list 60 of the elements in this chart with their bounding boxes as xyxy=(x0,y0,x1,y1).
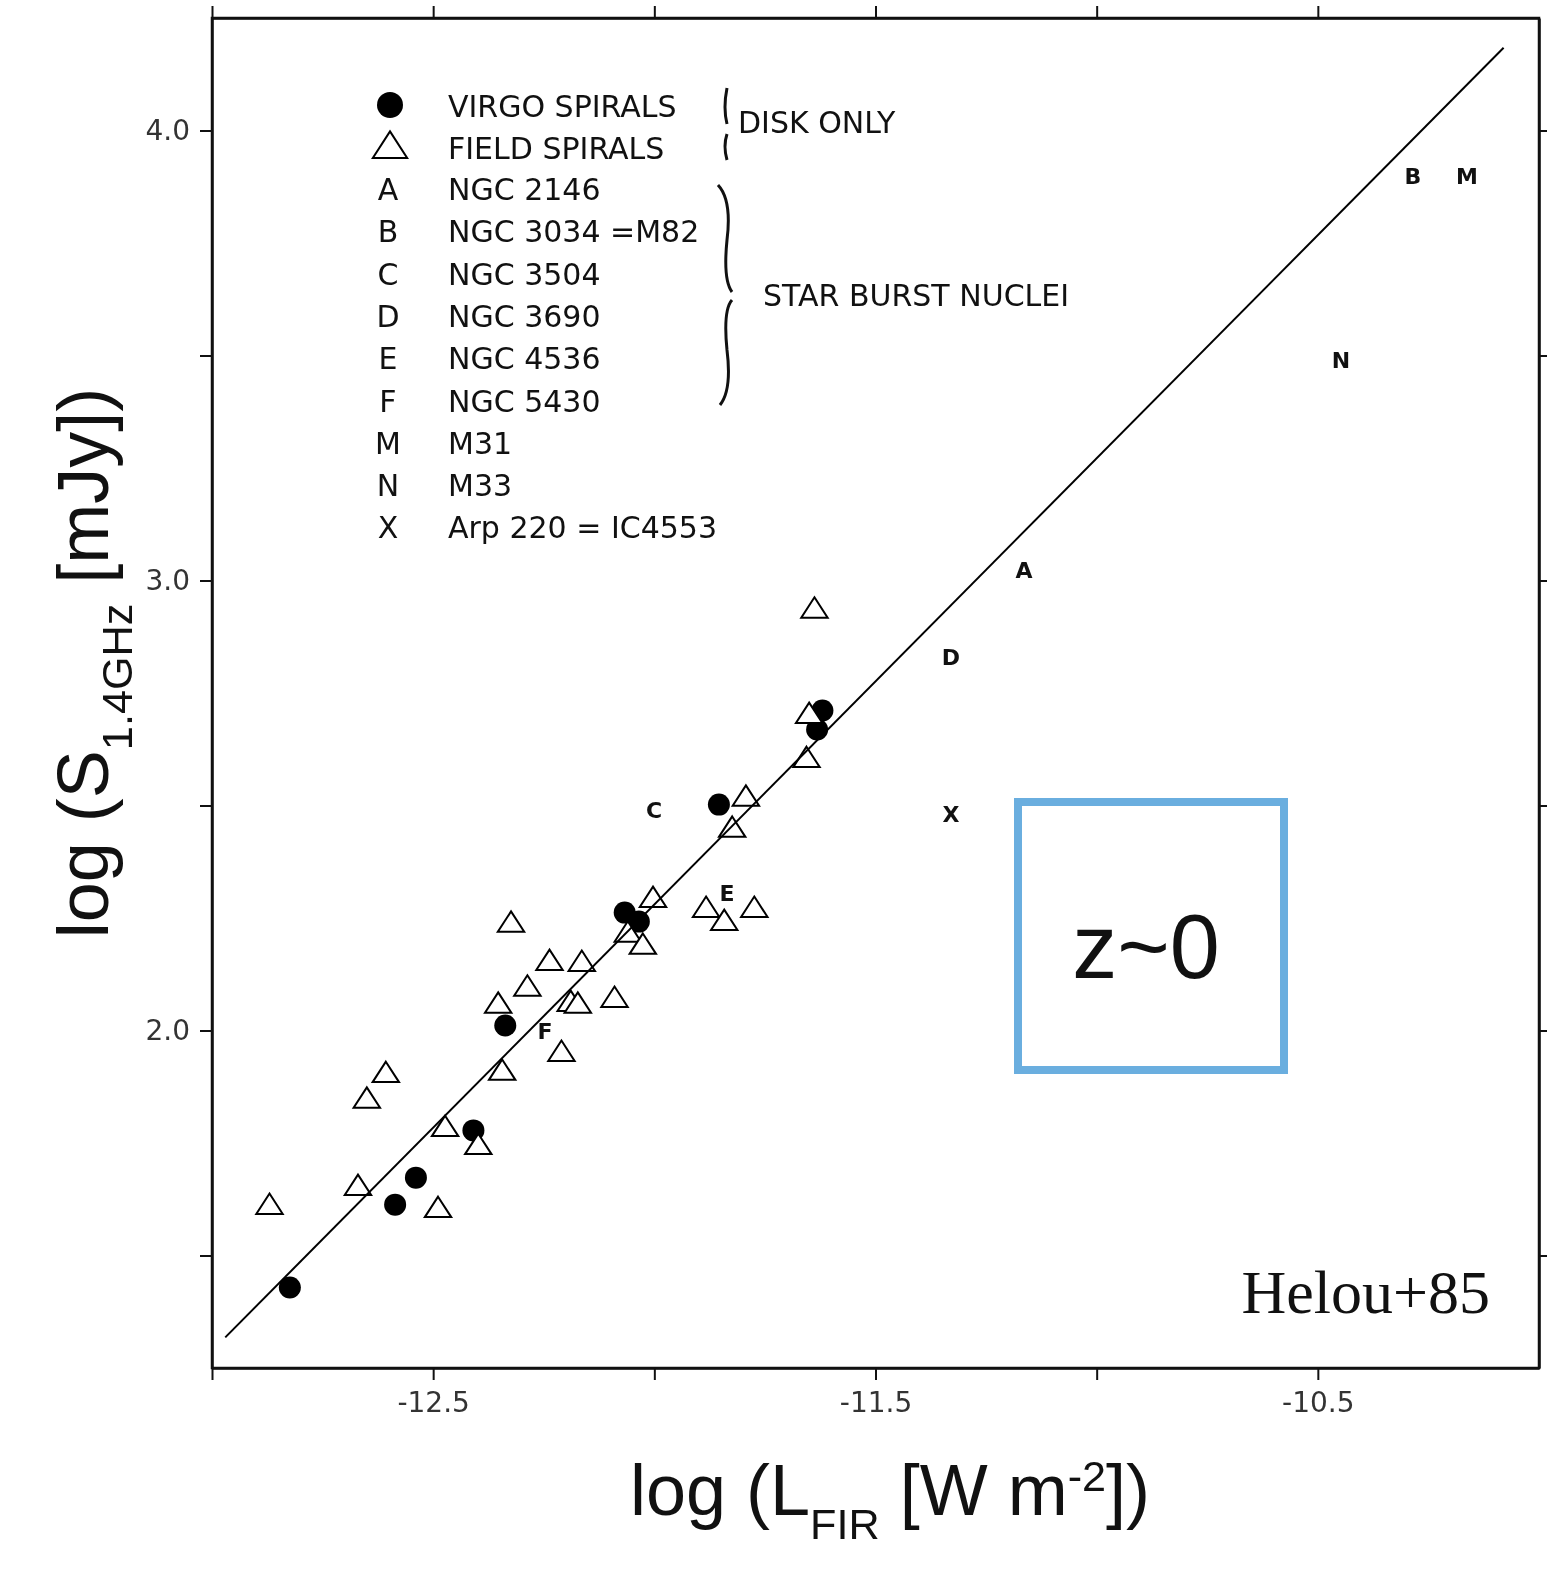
point xyxy=(794,701,824,724)
point xyxy=(513,974,542,997)
annotation: STAR BURST NUCLEI xyxy=(763,278,1070,313)
point xyxy=(707,793,730,816)
text: E NGC 4536 xyxy=(378,341,601,377)
y-tick-label: 4.0 xyxy=(145,113,190,147)
point xyxy=(563,991,593,1014)
point xyxy=(352,1086,382,1109)
annotation: E xyxy=(719,881,735,906)
text: A NGC 2146 xyxy=(377,172,601,207)
point xyxy=(628,932,658,955)
point xyxy=(496,910,526,933)
y-tick-label: 3.0 xyxy=(145,563,190,597)
annotation: B xyxy=(1404,164,1422,189)
point xyxy=(567,949,596,972)
point xyxy=(404,1166,427,1189)
point xyxy=(255,1192,284,1215)
point xyxy=(740,895,769,918)
text: M M31 xyxy=(375,425,513,461)
x-axis-title: log (L$_{FIR}$ [W m$^{-2}$]) xyxy=(629,1450,1151,1548)
x-tick-label: -11.5 xyxy=(839,1385,913,1419)
legend-label: VIRGO SPIRALS xyxy=(448,89,677,124)
annotation: D xyxy=(941,645,961,670)
x-tick-label: -10.5 xyxy=(1282,1385,1355,1419)
y-tick-label: 2.0 xyxy=(145,1013,190,1047)
annotation: M xyxy=(1456,164,1478,189)
point xyxy=(800,596,829,619)
text: N M33 xyxy=(376,468,513,504)
point xyxy=(343,1173,373,1197)
text: F NGC 5430 xyxy=(379,383,601,419)
point xyxy=(384,1193,407,1216)
annotation: C xyxy=(645,798,663,823)
text: B NGC 3034 =M82 xyxy=(377,214,700,250)
annotation: N xyxy=(1331,348,1351,373)
point xyxy=(278,1276,301,1299)
point xyxy=(710,908,739,931)
x-tick-label: -12.5 xyxy=(397,1385,470,1419)
annotation: DISK ONLY xyxy=(738,105,896,140)
point xyxy=(464,1132,493,1156)
text: X Arp 220 = IC4553 xyxy=(377,510,718,546)
annotation: A xyxy=(1015,558,1033,583)
point xyxy=(792,745,821,769)
point xyxy=(535,948,564,972)
text: C NGC 3504 xyxy=(377,256,601,292)
legend-label: FIELD SPIRALS xyxy=(448,131,665,166)
annotation: z~0 xyxy=(1072,897,1220,997)
annotation: Helou+85 xyxy=(1241,1258,1490,1326)
point xyxy=(691,895,721,918)
point xyxy=(423,1195,453,1219)
text: D NGC 3690 xyxy=(376,298,601,334)
annotation: F xyxy=(537,1019,553,1044)
point xyxy=(483,991,513,1014)
point xyxy=(547,1039,576,1062)
point xyxy=(731,784,761,807)
point xyxy=(371,1060,401,1084)
point xyxy=(494,1014,517,1037)
point xyxy=(487,1058,517,1081)
point xyxy=(430,1114,460,1138)
point xyxy=(600,985,629,1008)
annotation: X xyxy=(942,802,960,827)
